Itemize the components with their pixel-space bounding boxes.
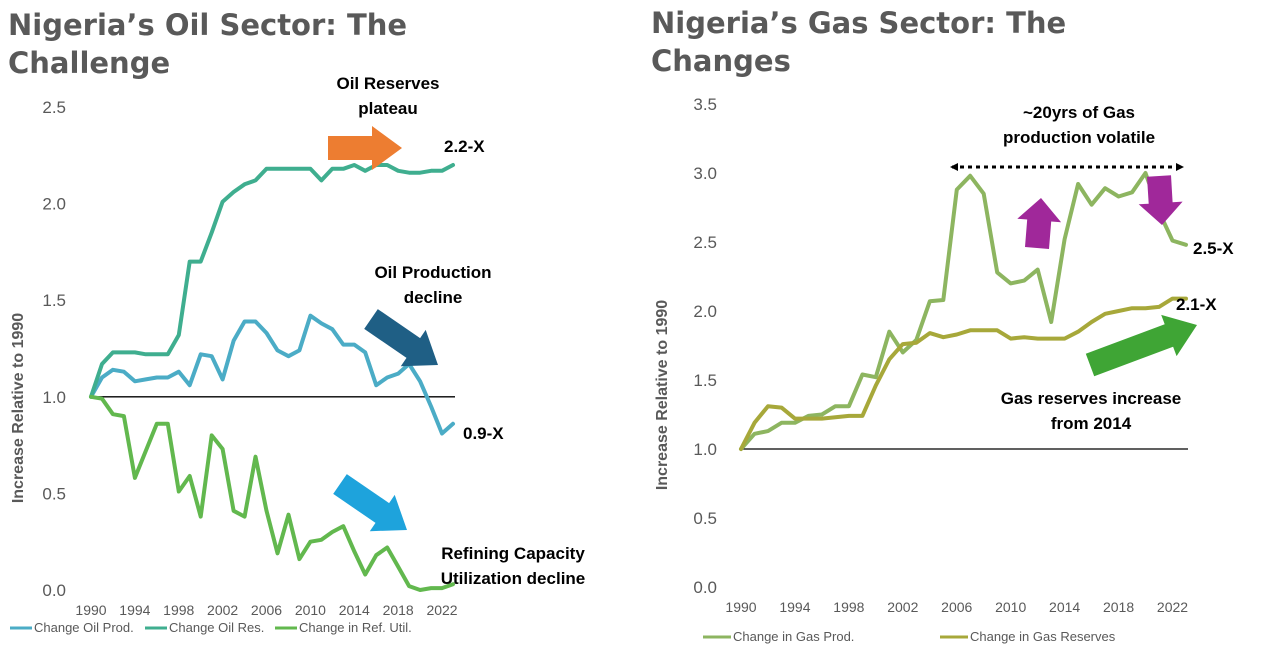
- gas-y-tick-label: 2.5: [693, 233, 717, 252]
- refining-annotation: Utilization decline: [441, 569, 586, 588]
- gas-legend-label: Change in Gas Reserves: [970, 629, 1116, 644]
- oil-legend-label: Change in Ref. Util.: [299, 620, 412, 635]
- gas-x-tick-label: 2014: [1049, 599, 1080, 615]
- oil-series-change-oil-res: [89, 163, 455, 399]
- oil-production-annotation: decline: [404, 288, 463, 307]
- oil-x-tick-label: 1990: [75, 602, 106, 618]
- oil-reserves-endpoint-label: 2.2-X: [444, 137, 485, 156]
- oil-reserves-annotation: Oil Reserves: [336, 74, 439, 93]
- oil-legend-label: Change Oil Prod.: [34, 620, 134, 635]
- oil-reserves-arrow: [328, 126, 402, 170]
- gas-fall-arrow: [1138, 175, 1183, 225]
- gas-x-tick-label: 2010: [995, 599, 1026, 615]
- gas-reserves-annotation: Gas reserves increase: [1001, 389, 1182, 408]
- oil-x-tick-label: 2002: [207, 602, 238, 618]
- gas-x-tick-label: 2002: [887, 599, 918, 615]
- gas-series-change-in-gas-reserves: [739, 296, 1188, 451]
- oil-y-tick-label: 1.0: [42, 388, 66, 407]
- gas-x-tick-label: 2018: [1103, 599, 1134, 615]
- gas-x-tick-label: 2006: [941, 599, 972, 615]
- oil-production-endpoint-label: 0.9-X: [463, 424, 504, 443]
- oil-x-tick-label: 2006: [251, 602, 282, 618]
- oil-production-annotation: Oil Production: [374, 263, 491, 282]
- oil-reserves-annotation: plateau: [358, 99, 418, 118]
- oil-chart-title: Nigeria’s Oil Sector: The Challenge: [8, 8, 408, 80]
- gas-legend-label: Change in Gas Prod.: [733, 629, 854, 644]
- oil-y-tick-label: 2.0: [42, 195, 66, 214]
- oil-y-tick-label: 2.5: [42, 98, 66, 117]
- gas-rise-arrow: [1017, 198, 1062, 249]
- gas-reserves-arrow: [1085, 314, 1197, 377]
- gas-y-tick-label: 0.5: [693, 509, 717, 528]
- oil-x-tick-label: 1998: [163, 602, 194, 618]
- oil-y-axis-label: Increase Relative to 1990: [10, 313, 27, 503]
- gas-y-tick-label: 2.0: [693, 302, 717, 321]
- gas-volatility-annotation: ~20yrs of Gas: [1023, 103, 1135, 122]
- oil-legend-label: Change Oil Res.: [169, 620, 264, 635]
- gas-x-tick-label: 2022: [1157, 599, 1188, 615]
- oil-series-change-oil-prod: [89, 313, 455, 436]
- oil-production-arrow: [364, 309, 438, 367]
- oil-y-tick-label: 1.5: [42, 291, 66, 310]
- gas-volatility-annotation: production volatile: [1003, 128, 1155, 147]
- gas-x-tick-label: 1990: [725, 599, 756, 615]
- oil-y-tick-label: 0.5: [42, 484, 66, 503]
- oil-y-tick-label: 0.0: [42, 581, 66, 600]
- oil-x-tick-label: 2014: [339, 602, 370, 618]
- gas-reserves-endpoint-label: 2.1-X: [1176, 295, 1217, 314]
- gas-y-axis-label: Increase Relative to 1990: [654, 300, 671, 490]
- gas-y-tick-label: 3.5: [693, 95, 717, 114]
- gas-y-tick-label: 1.5: [693, 371, 717, 390]
- gas-production-endpoint-label: 2.5-X: [1193, 239, 1234, 258]
- refining-annotation: Refining Capacity: [441, 544, 585, 563]
- gas-y-tick-label: 0.0: [693, 578, 717, 597]
- gas-reserves-annotation: from 2014: [1051, 414, 1132, 433]
- oil-x-tick-label: 2022: [426, 602, 457, 618]
- oil-x-tick-label: 1994: [119, 602, 150, 618]
- gas-x-tick-label: 1994: [779, 599, 810, 615]
- oil-x-tick-label: 2010: [295, 602, 326, 618]
- oil-series-change-in-ref-util: [89, 394, 455, 592]
- gas-y-tick-label: 3.0: [693, 164, 717, 183]
- gas-x-tick-label: 1998: [833, 599, 864, 615]
- oil-x-tick-label: 2018: [383, 602, 414, 618]
- gas-chart-title: Nigeria’s Gas Sector: The Changes: [651, 6, 1067, 78]
- gas-series-change-in-gas-prod: [739, 171, 1188, 451]
- refining-arrow: [333, 474, 407, 532]
- gas-y-tick-label: 1.0: [693, 440, 717, 459]
